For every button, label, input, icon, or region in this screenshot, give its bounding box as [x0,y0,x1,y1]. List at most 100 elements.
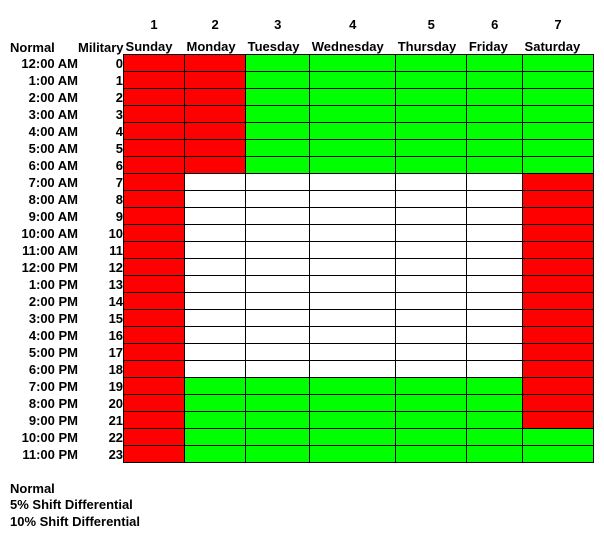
schedule-cell [185,225,246,242]
schedule-cell [467,191,523,208]
schedule-cell [310,293,396,310]
day-name-header: Tuesday [246,32,310,55]
schedule-cell [310,412,396,429]
schedule-cell [124,327,185,344]
hour-normal-label: 3:00 AM [10,106,78,123]
schedule-cell [124,225,185,242]
hour-military-label: 18 [78,361,124,378]
schedule-cell [185,140,246,157]
schedule-cell [523,446,594,463]
schedule-cell [124,293,185,310]
schedule-cell [185,378,246,395]
hour-normal-label: 6:00 AM [10,157,78,174]
schedule-cell [310,140,396,157]
schedule-cell [246,310,310,327]
schedule-cell [246,242,310,259]
schedule-cell [124,446,185,463]
schedule-cell [523,225,594,242]
schedule-cell [124,106,185,123]
schedule-cell [246,106,310,123]
hour-military-label: 4 [78,123,124,140]
day-name-header: Sunday [124,32,185,55]
hour-normal-label: 11:00 AM [10,242,78,259]
schedule-cell [523,123,594,140]
hour-normal-label: 5:00 PM [10,344,78,361]
schedule-cell [396,344,467,361]
schedule-cell [467,378,523,395]
schedule-cell [396,276,467,293]
hour-military-label: 17 [78,344,124,361]
schedule-cell [523,208,594,225]
schedule-cell [124,55,185,72]
schedule-cell [467,225,523,242]
schedule-cell [310,157,396,174]
schedule-cell [246,429,310,446]
hour-military-label: 12 [78,259,124,276]
hour-military-label: 0 [78,55,124,72]
schedule-cell [124,242,185,259]
schedule-cell [246,327,310,344]
table-header: 1234567NormalMilitarySundayMondayTuesday… [10,10,594,55]
schedule-cell [396,293,467,310]
schedule-cell [124,123,185,140]
schedule-cell [396,259,467,276]
schedule-cell [467,157,523,174]
table-row: 5:00 AM5 [10,140,594,157]
schedule-cell [246,123,310,140]
schedule-cell [396,361,467,378]
table-row: 2:00 AM2 [10,89,594,106]
schedule-cell [467,123,523,140]
schedule-cell [246,225,310,242]
schedule-cell [124,378,185,395]
hour-normal-label: 8:00 AM [10,191,78,208]
hour-normal-label: 1:00 AM [10,72,78,89]
schedule-cell [185,174,246,191]
hour-military-label: 3 [78,106,124,123]
schedule-cell [185,191,246,208]
schedule-cell [124,429,185,446]
hour-military-label: 13 [78,276,124,293]
schedule-cell [396,208,467,225]
hour-normal-label: 2:00 AM [10,89,78,106]
schedule-cell [310,72,396,89]
hour-normal-label: 1:00 PM [10,276,78,293]
schedule-cell [124,395,185,412]
hour-military-label: 5 [78,140,124,157]
schedule-cell [310,361,396,378]
schedule-cell [396,327,467,344]
table-row: 6:00 AM6 [10,157,594,174]
schedule-cell [246,55,310,72]
schedule-cell [124,157,185,174]
schedule-cell [185,123,246,140]
schedule-cell [523,191,594,208]
hour-military-label: 8 [78,191,124,208]
hour-normal-label: 7:00 AM [10,174,78,191]
hour-normal-label: 3:00 PM [10,310,78,327]
schedule-cell [124,174,185,191]
schedule-cell [185,157,246,174]
schedule-cell [467,327,523,344]
schedule-cell [467,208,523,225]
day-number-header: 3 [246,10,310,32]
hour-normal-label: 12:00 PM [10,259,78,276]
hour-normal-label: 10:00 AM [10,225,78,242]
schedule-cell [185,208,246,225]
day-number-header: 7 [523,10,594,32]
schedule-cell [185,361,246,378]
schedule-cell [185,276,246,293]
schedule-cell [310,344,396,361]
schedule-cell [185,259,246,276]
table-row: 8:00 PM20 [10,395,594,412]
schedule-cell [185,395,246,412]
table-row: 7:00 PM19 [10,378,594,395]
schedule-cell [523,140,594,157]
schedule-cell [124,140,185,157]
legend-diff10: 10% Shift Differential [10,514,594,530]
hour-military-label: 1 [78,72,124,89]
day-name-header: Wednesday [310,32,396,55]
hour-normal-label: 7:00 PM [10,378,78,395]
schedule-cell [467,395,523,412]
table-row: 1:00 PM13 [10,276,594,293]
schedule-cell [396,123,467,140]
schedule-cell [246,276,310,293]
